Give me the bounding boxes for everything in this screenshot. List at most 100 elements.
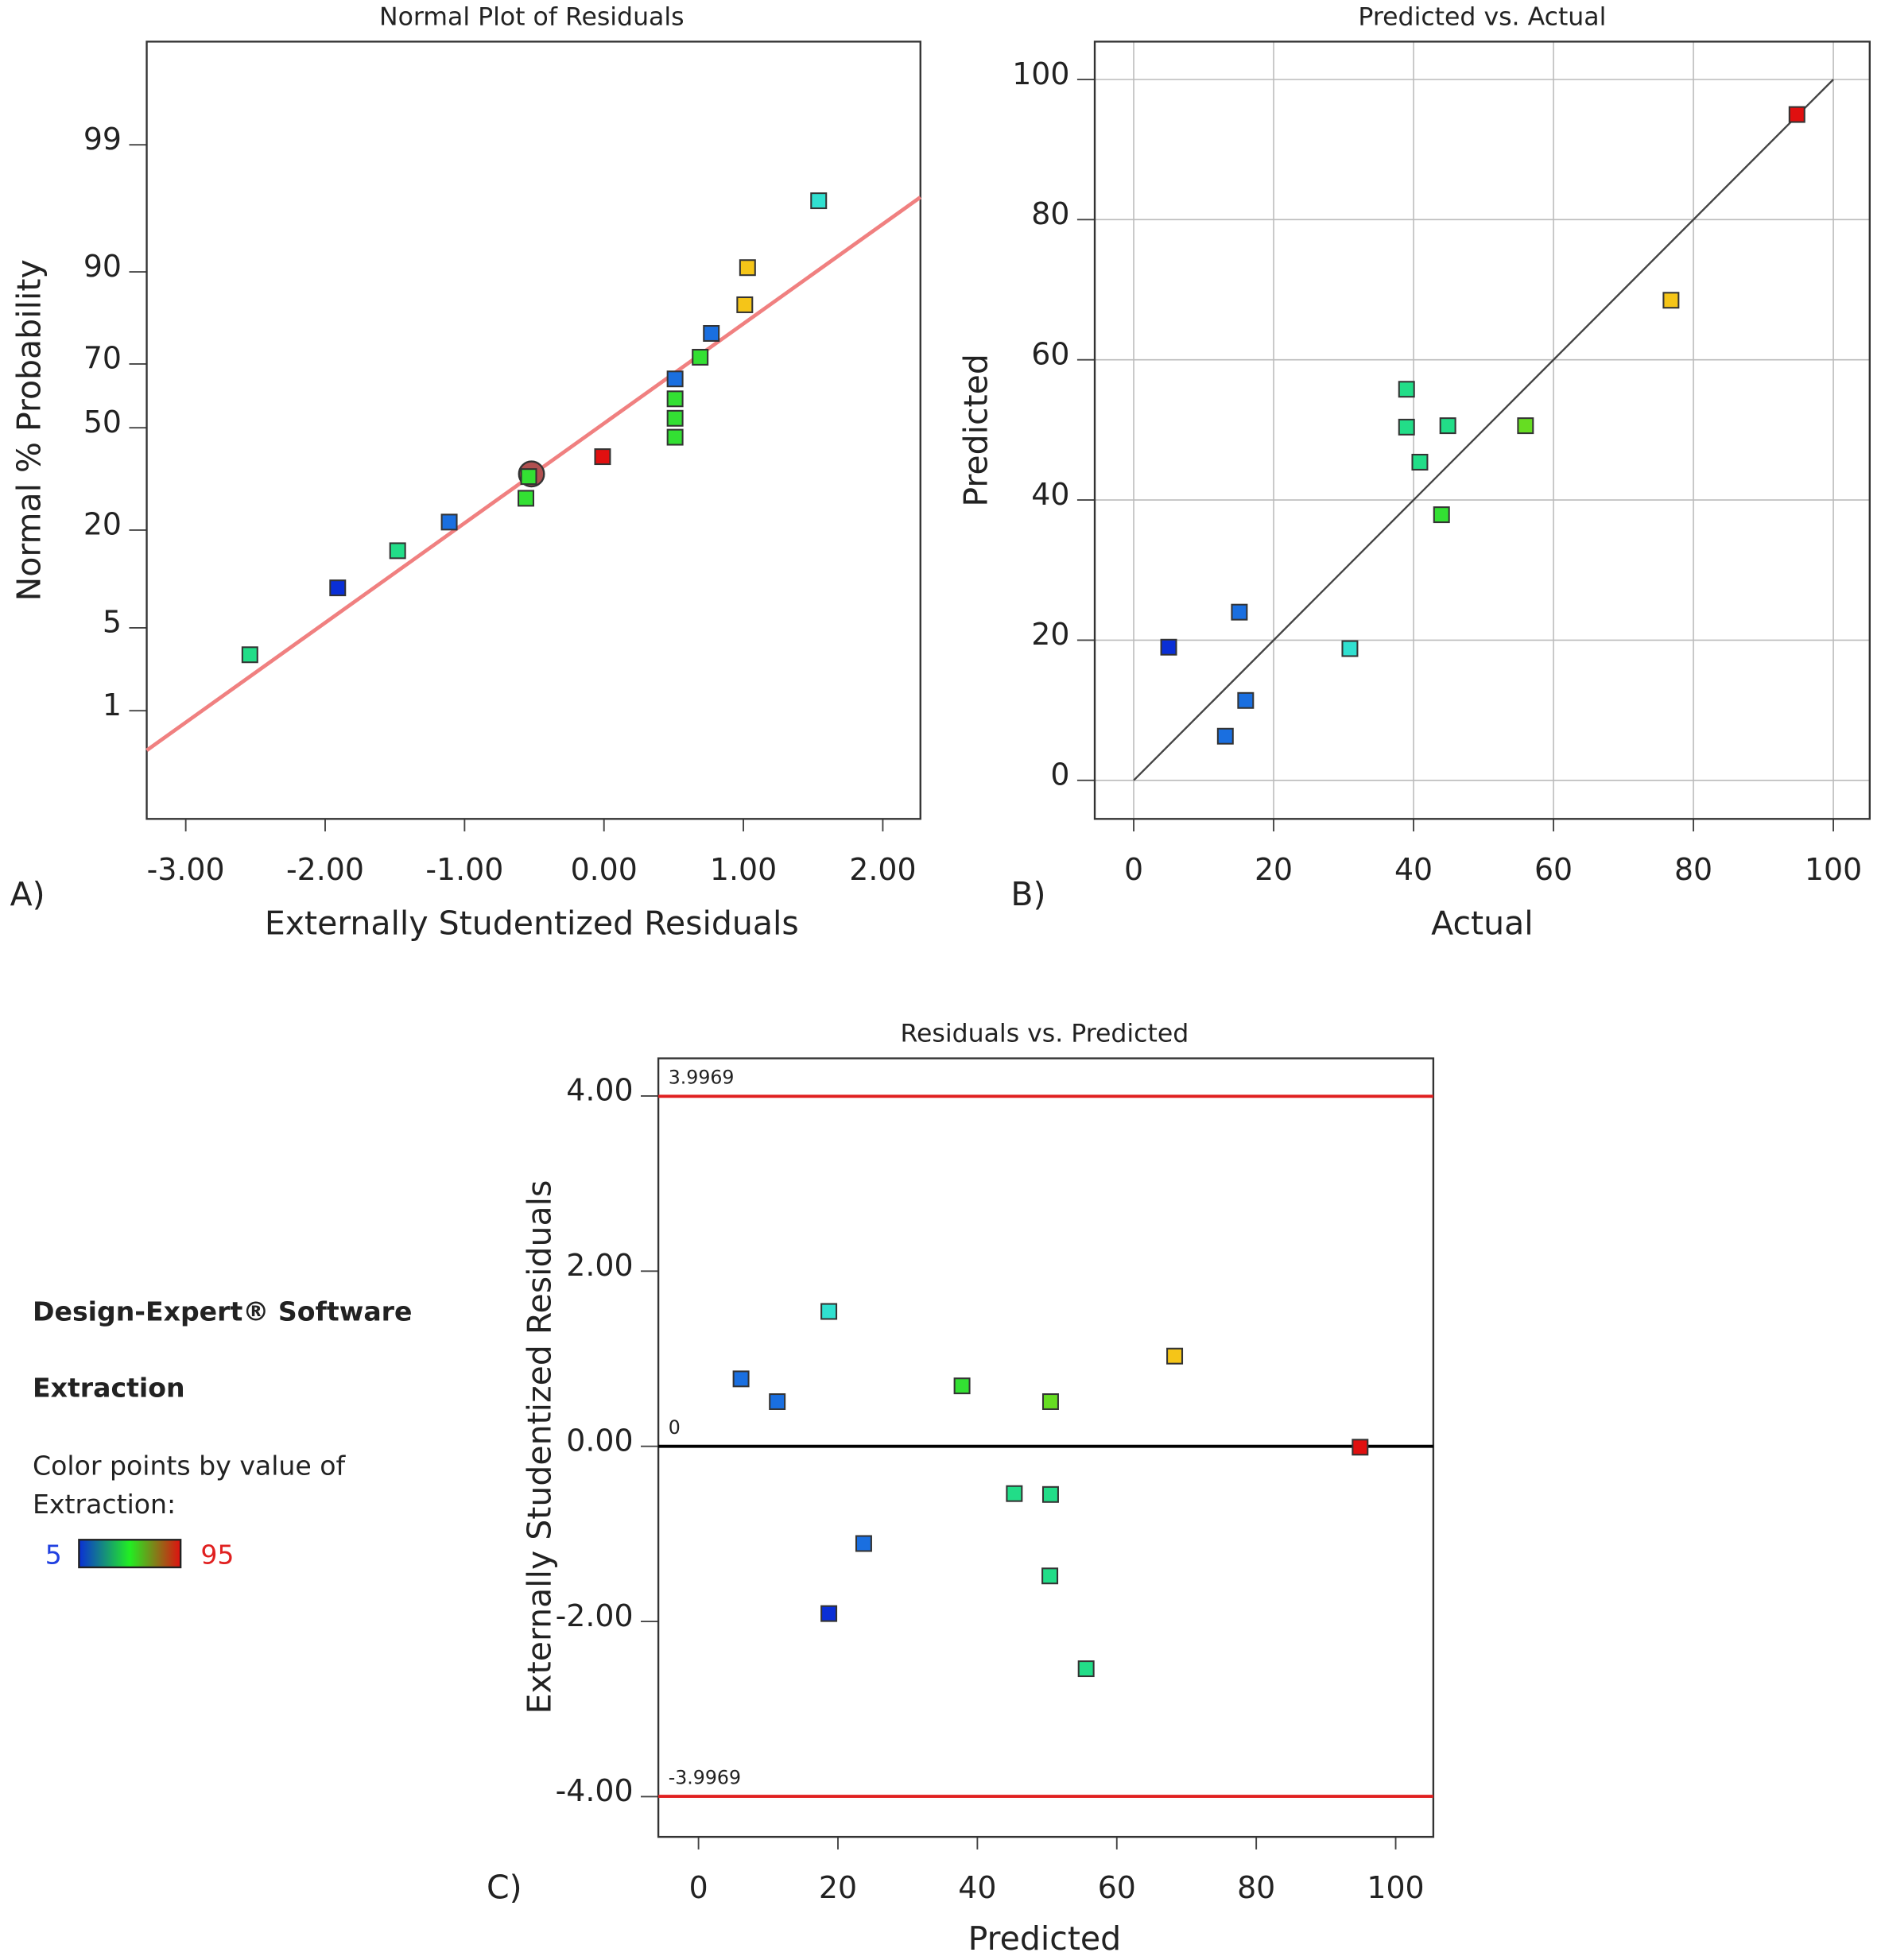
x-tick-label: -2.00	[286, 852, 364, 887]
x-tick-label: 60	[1098, 1870, 1136, 1905]
plot-frame	[1093, 41, 1871, 820]
point	[1411, 453, 1429, 471]
y-tick-label: 40	[1031, 477, 1069, 512]
point	[1439, 417, 1456, 435]
point	[329, 579, 347, 597]
color-max: 95	[200, 1539, 234, 1570]
y-tick-label: 99	[83, 122, 122, 157]
y-tick-label: 70	[83, 341, 122, 376]
point	[1006, 1485, 1023, 1502]
point	[1788, 106, 1805, 123]
point	[732, 1370, 750, 1388]
x-tick-label: 1.00	[710, 852, 777, 887]
x-tick-label: 100	[1805, 852, 1862, 887]
point	[594, 448, 611, 466]
point	[1341, 640, 1359, 657]
x-tick-label: -3.00	[147, 852, 225, 887]
point	[769, 1393, 786, 1410]
point	[1517, 417, 1534, 435]
panel-label: A)	[10, 875, 45, 913]
reference-label: -3.9969	[669, 1766, 741, 1788]
point	[692, 348, 709, 366]
y-tick-label: -2.00	[556, 1598, 634, 1633]
x-tick-label: 60	[1534, 852, 1573, 887]
chart: Predicted vs. Actual B) Actual Predicted 0 20…	[956, 2, 1871, 942]
point	[736, 296, 754, 313]
x-tick-label: 40	[958, 1870, 996, 1905]
y-axis-title: Normal % Probability	[10, 259, 48, 601]
panel-label: C)	[487, 1868, 522, 1906]
x-tick-label: 0	[1124, 852, 1143, 887]
response-label: Extraction	[33, 1372, 185, 1403]
chart-title: Normal Plot of Residuals	[379, 2, 685, 31]
y-tick-label: -4.00	[556, 1773, 634, 1808]
point	[1041, 1393, 1059, 1410]
point	[1433, 506, 1450, 524]
color-min: 5	[45, 1539, 62, 1570]
chart-title: Predicted vs. Actual	[1358, 2, 1606, 31]
caption: Color points by value of	[33, 1450, 347, 1481]
x-tick-label: 20	[1255, 852, 1293, 887]
point	[1216, 727, 1234, 745]
y-tick-label: 50	[83, 405, 122, 440]
x-tick-label: 100	[1367, 1870, 1424, 1905]
point	[518, 490, 535, 507]
y-tick-label: 4.00	[566, 1073, 633, 1108]
point	[1041, 1567, 1059, 1585]
point	[1041, 1485, 1059, 1503]
x-tick-label: -1.00	[425, 852, 503, 887]
point	[389, 542, 406, 560]
x-axis-title: Externally Studentized Residuals	[265, 904, 799, 942]
y-tick-label: 80	[1031, 196, 1069, 231]
caption: Extraction:	[33, 1489, 176, 1520]
point	[953, 1377, 971, 1395]
x-tick-label: 20	[819, 1870, 857, 1905]
point	[1237, 691, 1255, 709]
y-tick-label: 60	[1031, 336, 1069, 371]
point	[1352, 1439, 1369, 1456]
point	[739, 259, 756, 277]
x-axis-title: Predicted	[968, 1919, 1121, 1958]
y-tick-label: 5	[103, 605, 122, 640]
y-tick-label: 90	[83, 249, 122, 284]
panel-label: B)	[1010, 875, 1045, 913]
point	[855, 1535, 872, 1552]
color-bar	[78, 1539, 182, 1569]
x-tick-label: 80	[1674, 852, 1712, 887]
point	[820, 1605, 838, 1622]
plot-frame	[145, 41, 921, 820]
point	[1160, 638, 1177, 656]
y-tick-label: 0.00	[566, 1423, 633, 1458]
point	[1231, 603, 1248, 621]
point	[666, 428, 684, 446]
point	[666, 390, 684, 408]
point	[666, 370, 684, 388]
point	[440, 513, 458, 531]
software-label: Design-Expert® Software	[33, 1296, 412, 1327]
chart: Normal Plot of Residuals A) Externally Stu…	[10, 2, 922, 942]
x-axis-title: Actual	[1431, 904, 1533, 942]
point	[520, 468, 537, 486]
y-axis-title: Predicted	[956, 354, 995, 506]
x-tick-label: 0.00	[571, 852, 638, 887]
y-tick-label: 2.00	[566, 1248, 633, 1283]
chart-title: Residuals vs. Predicted	[901, 1020, 1189, 1048]
point	[1077, 1660, 1095, 1678]
point	[810, 192, 828, 210]
point	[703, 325, 720, 342]
x-tick-label: 40	[1394, 852, 1433, 887]
point	[666, 409, 684, 427]
y-tick-label: 20	[83, 507, 122, 542]
point	[1398, 381, 1415, 398]
y-axis-title: Externally Studentized Residuals	[520, 1180, 558, 1714]
reference-label: 0	[669, 1416, 681, 1439]
x-tick-label: 2.00	[849, 852, 916, 887]
chart: Residuals vs. Predicted C) Predicted Extern…	[487, 1020, 1435, 1958]
y-tick-label: 1	[103, 688, 122, 722]
y-tick-label: 0	[1050, 757, 1069, 792]
point	[1398, 418, 1415, 436]
point	[1662, 292, 1680, 309]
x-tick-label: 0	[689, 1870, 708, 1905]
x-tick-label: 80	[1237, 1870, 1275, 1905]
